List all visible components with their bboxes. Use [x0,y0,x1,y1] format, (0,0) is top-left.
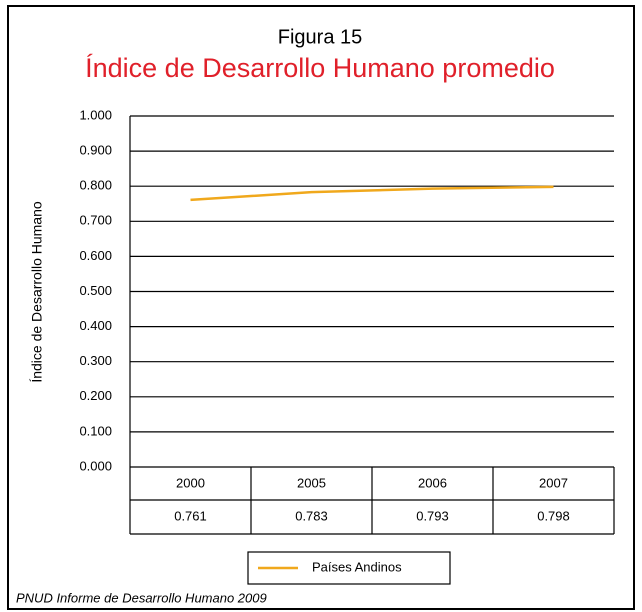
y-tick-label: 0.400 [79,318,112,333]
table-value: 0.798 [537,508,570,523]
x-tick-label: 2006 [418,475,447,490]
table-value: 0.783 [295,508,328,523]
y-tick-label: 0.100 [79,423,112,438]
x-tick-label: 2007 [539,475,568,490]
y-tick-label: 0.800 [79,178,112,193]
chart-subtitle: Índice de Desarrollo Humano promedio [85,53,555,83]
y-axis-label: Índice de Desarrollo Humano [29,201,45,383]
series-line [190,185,554,202]
y-tick-label: 0.700 [79,213,112,228]
table-value: 0.793 [416,508,449,523]
y-tick-label: 0.300 [79,353,112,368]
legend-label: Países Andinos [312,559,402,574]
y-tick-label: 0.600 [79,248,112,263]
frame [7,5,635,610]
y-tick-label: 0.000 [79,458,112,473]
x-tick-label: 2005 [297,475,326,490]
y-tick-label: 0.500 [79,283,112,298]
source: PNUD Informe de Desarrollo Humano 2009 [16,590,267,605]
legend-box [247,551,451,585]
x-tick-label: 2000 [176,475,205,490]
y-tick-label: 0.200 [79,388,112,403]
chart-title: Figura 15 [278,26,363,48]
y-tick-label: 1.000 [79,107,112,122]
y-tick-label: 0.900 [79,143,112,158]
table-value: 0.761 [174,508,207,523]
